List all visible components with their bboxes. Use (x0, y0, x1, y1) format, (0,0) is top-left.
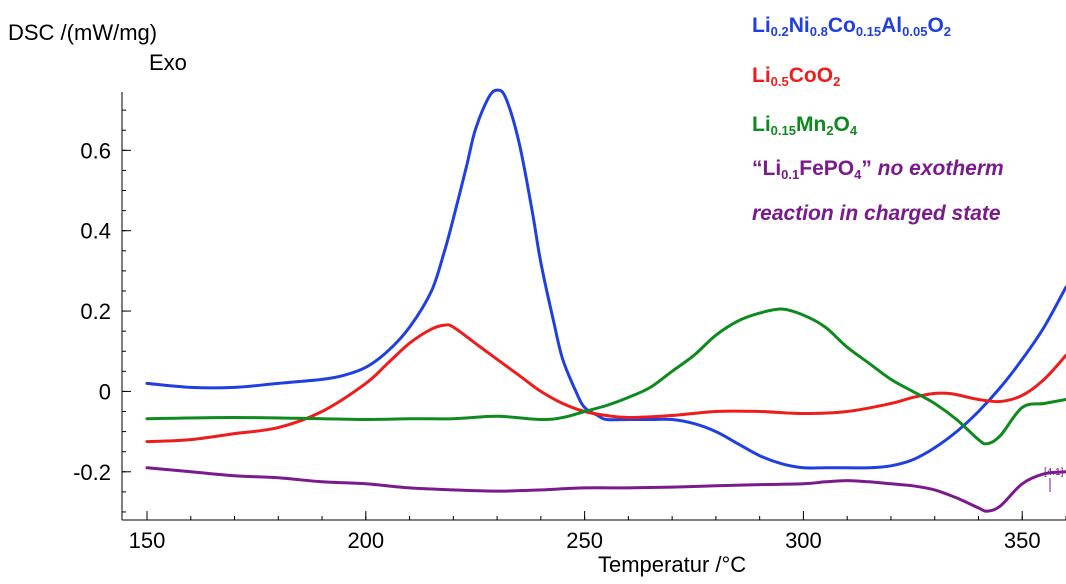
x-tick-label: 200 (347, 528, 384, 553)
y-axis-label: DSC /(mW/mg) (8, 20, 158, 45)
legend-note-lfp: reaction in charged state (752, 202, 1001, 225)
legend-entry-lmo: Li0.15Mn2O4 (752, 113, 858, 138)
y-tick-label: 0.2 (80, 299, 111, 324)
x-tick-label: 300 (785, 528, 822, 553)
end-annotation: [4.1] (1044, 467, 1064, 478)
y-tick-label: 0 (99, 379, 111, 404)
x-tick-label: 250 (566, 528, 603, 553)
exo-annotation: Exo (149, 50, 187, 75)
y-tick-label: 0.4 (80, 219, 111, 244)
x-tick-label: 150 (129, 528, 166, 553)
series-line-lfp (145, 466, 1066, 513)
series-line-lco (145, 323, 1066, 444)
curves (145, 88, 1066, 513)
legend-entry-lco: Li0.5CoO2 (752, 64, 841, 89)
tick-labels: -0.2 0 0.2 0.4 0.6 150 200 250 300 350 (73, 138, 1041, 553)
y-tick-label: 0.6 (80, 138, 111, 163)
series-line-nca (145, 88, 1066, 470)
x-axis-label: Temperatur /°C (598, 552, 747, 577)
legend-entry-lfp: “Li0.1FePO4” no exotherm (752, 157, 1004, 182)
axes (121, 92, 1066, 521)
y-tick-label: -0.2 (73, 460, 111, 485)
legend-entry-nca: Li0.2Ni0.8Co0.15Al0.05O2 (752, 14, 952, 39)
series-line-lmo (145, 307, 1066, 446)
x-tick-label: 350 (1004, 528, 1041, 553)
